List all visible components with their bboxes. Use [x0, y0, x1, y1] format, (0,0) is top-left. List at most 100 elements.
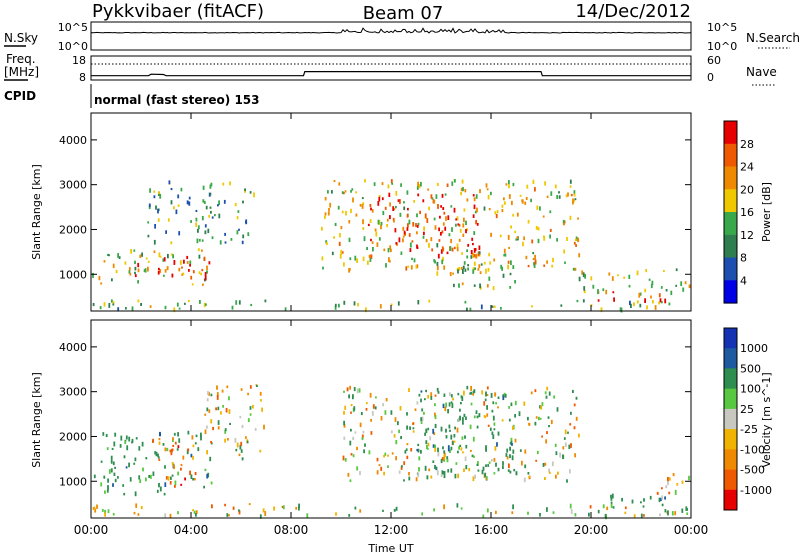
power-cell: [133, 249, 136, 252]
velocity-cell: [427, 442, 430, 447]
velocity-cell: [208, 409, 211, 413]
power-cell: [473, 248, 476, 253]
velocity-cell: [107, 485, 109, 490]
power-heatmap: [92, 178, 691, 313]
power-cell: [376, 242, 379, 247]
velocity-cell: [354, 431, 357, 434]
velocity-cell: [573, 426, 576, 430]
power-cell: [170, 200, 173, 205]
velocity-cell: [282, 505, 285, 510]
power-cell: [453, 207, 456, 213]
velocity-cell: [189, 470, 191, 476]
velocity-cell: [535, 416, 538, 419]
power-cell: [134, 274, 137, 278]
velocity-cell: [125, 466, 128, 469]
velocity-cell: [141, 441, 144, 447]
velocity-colorbar-segment: [724, 489, 737, 511]
velocity-cell: [360, 412, 363, 416]
velocity-cell: [445, 428, 447, 433]
power-cell: [367, 260, 369, 265]
velocity-cell: [534, 421, 537, 426]
power-cell: [381, 197, 384, 201]
power-cell: [348, 237, 351, 243]
power-cell: [362, 202, 365, 206]
power-cell: [362, 219, 364, 225]
velocity-cell: [447, 409, 449, 414]
power-cell: [406, 214, 409, 218]
velocity-cell: [238, 510, 241, 515]
power-cell: [416, 186, 419, 190]
velocity-cell: [450, 401, 453, 404]
power-cell: [469, 307, 472, 311]
velocity-cell: [123, 455, 126, 459]
velocity-cell: [105, 434, 108, 438]
power-cell: [458, 224, 461, 227]
power-cell: [574, 267, 577, 271]
power-cell: [238, 300, 241, 305]
power-cell: [178, 231, 181, 236]
power-cell: [191, 283, 194, 286]
velocity-cell: [353, 387, 356, 392]
power-cell: [501, 209, 504, 213]
velocity-cell: [138, 475, 141, 480]
velocity-cell: [173, 432, 176, 436]
velocity-cell: [486, 394, 489, 396]
power-cell: [322, 266, 324, 270]
power-cell: [345, 210, 347, 216]
power-colorbar-segment: [724, 257, 737, 281]
velocity-cell: [514, 400, 517, 406]
velocity-cell: [528, 475, 531, 479]
power-cell: [582, 272, 585, 278]
power-cell: [658, 293, 661, 298]
xtick-label: 00:00: [74, 523, 109, 537]
velocity-cell: [217, 420, 220, 425]
power-cell: [573, 193, 576, 197]
power-cell: [416, 213, 418, 218]
power-cell: [620, 307, 623, 313]
power-cell: [562, 219, 565, 225]
velocity-cell: [106, 490, 109, 493]
power-cell: [456, 247, 459, 252]
xtick-label: 04:00: [174, 523, 209, 537]
velocity-cell: [259, 391, 262, 396]
velocity-cell: [354, 506, 357, 510]
power-cell: [478, 264, 481, 268]
velocity-cell: [383, 471, 385, 476]
velocity-cell: [358, 388, 361, 393]
velocity-ytick-label: 3000: [59, 386, 87, 399]
velocity-cell: [152, 471, 155, 476]
velocity-cell: [563, 437, 566, 440]
velocity-cell: [207, 472, 210, 478]
velocity-cell: [232, 506, 235, 510]
power-cell: [454, 179, 456, 183]
velocity-cell: [170, 476, 172, 480]
power-cell: [386, 218, 389, 222]
velocity-cell: [343, 420, 345, 426]
power-cell: [577, 237, 580, 243]
power-cell: [418, 184, 421, 189]
power-cell: [129, 272, 132, 276]
velocity-cell: [342, 455, 345, 461]
velocity-cell: [512, 425, 514, 430]
velocity-cell: [425, 440, 428, 445]
velocity-cell: [435, 466, 438, 470]
power-cell: [245, 219, 248, 225]
velocity-cell: [222, 405, 224, 408]
power-cell: [444, 226, 447, 231]
power-cell: [406, 190, 409, 195]
power-cell: [164, 269, 167, 273]
power-cell: [326, 242, 328, 245]
power-cell: [467, 264, 469, 267]
velocity-cell: [472, 392, 474, 396]
nave-label: Nave: [746, 65, 777, 79]
power-cell: [503, 254, 506, 257]
power-cell: [531, 239, 534, 244]
velocity-cell: [434, 444, 436, 448]
velocity-cell: [384, 452, 387, 456]
power-cell: [407, 207, 409, 211]
velocity-cell: [497, 467, 500, 472]
power-cell: [423, 231, 425, 235]
power-cell: [522, 241, 524, 247]
velocity-cell: [508, 406, 510, 409]
power-colorbar-segment: [724, 143, 737, 168]
